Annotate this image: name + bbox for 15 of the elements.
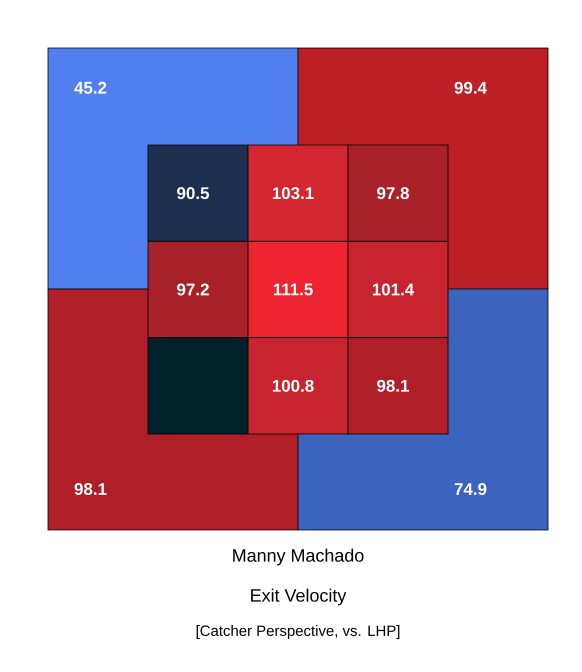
data-label: 97.8 [377, 187, 409, 200]
data-label: 103.1 [272, 187, 314, 200]
data-label: 98.1 [377, 380, 410, 392]
data-label: 101.4 [372, 284, 414, 296]
data-label: 74.9 [454, 483, 486, 496]
data-label: 100.8 [272, 380, 314, 392]
text: Exit Velocity [251, 588, 346, 606]
data-label: 98.1 [74, 483, 107, 496]
data-label: 111.5 [274, 284, 313, 296]
text: Manny Machado [233, 548, 364, 566]
data-label: 99.4 [454, 82, 487, 94]
text: [Catcher Perspective, vs. LHP] [196, 625, 400, 639]
data-label: 90.5 [177, 187, 210, 200]
data-label: 45.2 [74, 82, 106, 94]
data-label: 97.2 [177, 284, 209, 296]
